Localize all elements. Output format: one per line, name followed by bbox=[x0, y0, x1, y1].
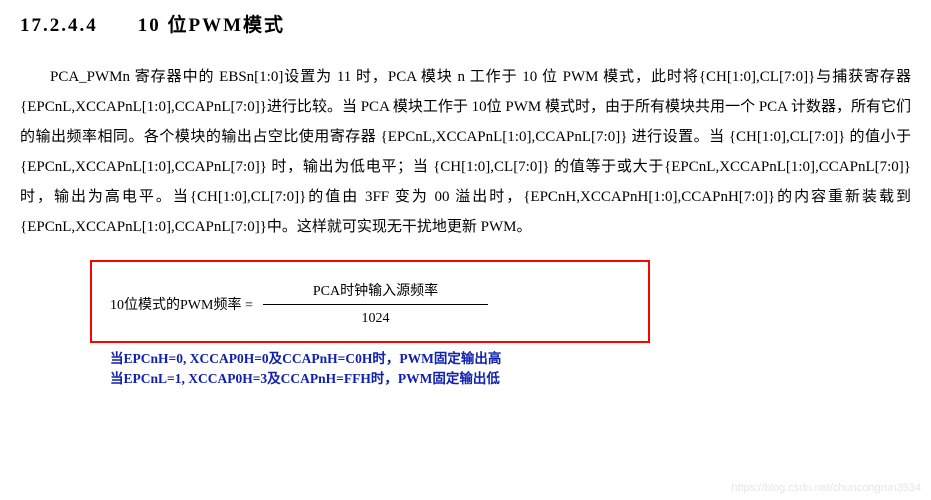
formula-row: 10位模式的PWM频率 = PCA时钟输入源频率 1024 bbox=[110, 280, 630, 327]
formula-label: 10位模式的PWM频率 = bbox=[110, 294, 253, 314]
section-heading: 17.2.4.4 10 位PWM模式 bbox=[20, 10, 911, 37]
watermark: https://blog.csdn.net/chuncongrun3534 bbox=[731, 482, 921, 494]
notes-block: 当EPCnH=0, XCCAP0H=0及CCAPnH=C0H时，PWM固定输出高… bbox=[110, 349, 911, 390]
formula-denominator: 1024 bbox=[361, 305, 389, 327]
formula-fraction: PCA时钟输入源频率 1024 bbox=[263, 280, 488, 327]
note-line-2: 当EPCnL=1, XCCAP0H=3及CCAPnH=FFH时，PWM固定输出低 bbox=[110, 369, 911, 389]
body-paragraph: PCA_PWMn 寄存器中的 EBSn[1:0]设置为 11 时，PCA 模块 … bbox=[20, 62, 911, 242]
formula-numerator: PCA时钟输入源频率 bbox=[263, 280, 488, 304]
formula-box: 10位模式的PWM频率 = PCA时钟输入源频率 1024 bbox=[90, 260, 650, 343]
section-title: 10 位PWM模式 bbox=[138, 15, 285, 36]
section-number: 17.2.4.4 bbox=[20, 15, 98, 37]
note-line-1: 当EPCnH=0, XCCAP0H=0及CCAPnH=C0H时，PWM固定输出高 bbox=[110, 349, 911, 369]
